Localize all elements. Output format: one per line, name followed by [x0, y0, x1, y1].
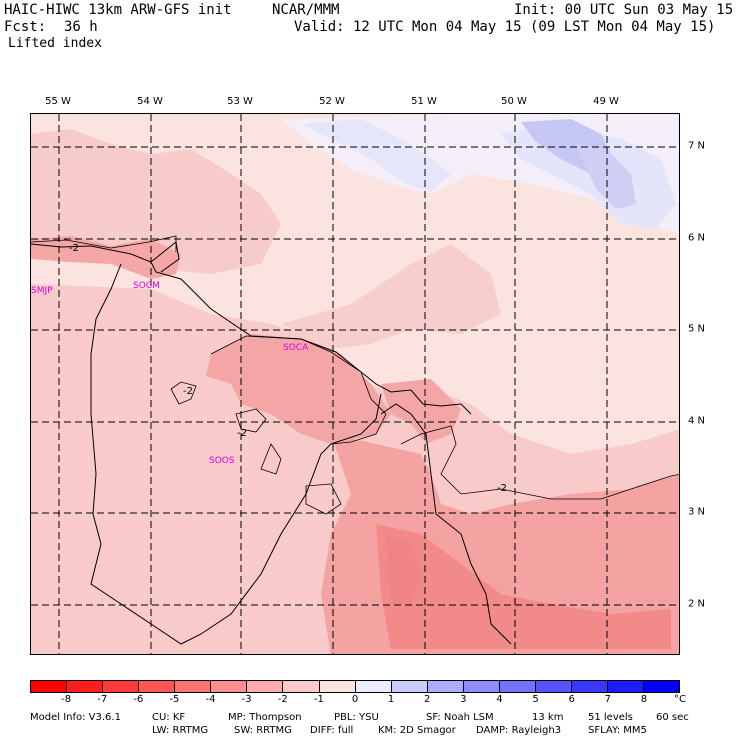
contour-label: -2 [237, 428, 247, 439]
footer-sflay: SFLAY: MM5 [588, 725, 647, 736]
colorbar-tick-label: 1 [387, 694, 395, 705]
colorbar-swatch [571, 681, 608, 692]
lat-label: 6 N [688, 232, 706, 244]
footer-mp: MP: Thompson [228, 712, 302, 723]
init-time: Init: 00 UTC Sun 03 May 15 [514, 2, 734, 18]
colorbar-swatch [31, 681, 68, 692]
colorbar-swatch [175, 681, 212, 692]
colorbar-tick-label: 5 [532, 694, 539, 705]
shade-minus1-region [31, 129, 281, 274]
forecast-label: Fcst: [4, 19, 47, 35]
footer-sf: SF: Noah LSM [426, 712, 494, 723]
colorbar-swatch [608, 681, 645, 692]
footer-resolution: 13 km [532, 712, 564, 723]
station-label: SOCM [133, 281, 160, 291]
colorbar-tick-label: -8 [61, 694, 72, 705]
lat-label: 4 N [688, 415, 706, 427]
colorbar-tick-label: 2 [424, 694, 431, 705]
lat-label: 7 N [688, 140, 706, 152]
lon-label: 55 W [45, 96, 71, 107]
lifted-index-map: -2 -2 -2 -2 SMJP SOCM SOCA SOOS [31, 114, 679, 654]
colorbar-tick-label: -6 [133, 694, 144, 705]
footer-levels: 51 levels [588, 712, 633, 723]
footer-diff: DIFF: full [310, 725, 354, 736]
footer-km: KM: 2D Smagor [378, 725, 456, 736]
footer-model-info: Model Info: V3.6.1 [30, 712, 121, 723]
colorbar-swatch [535, 681, 572, 692]
colorbar-swatch [139, 681, 176, 692]
coastline [31, 241, 512, 645]
colorbar-unit: °C [674, 694, 686, 705]
footer-cu: CU: KF [152, 712, 186, 723]
footer-sw: SW: RRTMG [234, 725, 292, 736]
contour-label: -2 [69, 243, 79, 254]
shade-minus3-region [376, 524, 671, 649]
colorbar-swatch [463, 681, 500, 692]
shade-blue-region [576, 144, 636, 209]
model-title: HAIC-HIWC 13km ARW-GFS init [4, 2, 232, 18]
org-label: NCAR/MMM [272, 2, 340, 18]
shade-minus1-region [281, 244, 501, 349]
station-label: SOCA [283, 343, 309, 353]
colorbar-tick-label: 3 [460, 694, 467, 705]
lon-label: 53 W [227, 96, 253, 107]
colorbar-swatch [67, 681, 104, 692]
lon-label: 49 W [593, 96, 619, 107]
lon-label: 52 W [319, 96, 345, 107]
station-label: SOOS [209, 456, 235, 466]
colorbar-tick-label: 4 [496, 694, 503, 705]
colorbar-swatch [355, 681, 392, 692]
lat-label: 5 N [688, 323, 706, 335]
contour-lines [31, 235, 679, 515]
field-name: Lifted index [8, 36, 102, 51]
colorbar-swatch [427, 681, 464, 692]
colorbar-tick-label: 7 [604, 694, 611, 705]
lat-label: 2 N [688, 598, 706, 610]
forecast-hour: 36 h [64, 19, 98, 35]
colorbar-swatch [391, 681, 428, 692]
contour-label: -2 [497, 483, 507, 494]
colorbar-tick-label: -3 [241, 694, 252, 705]
footer-lw: LW: RRTMG [152, 725, 209, 736]
footer-damp: DAMP: Rayleigh3 [476, 725, 562, 736]
footer-pbl: PBL: YSU [334, 712, 379, 723]
shade-minus3-region [386, 534, 421, 604]
lat-label: 3 N [688, 506, 706, 518]
lon-label: 50 W [501, 96, 527, 107]
station-label: SMJP [31, 286, 53, 296]
colorbar-tick-label: -5 [169, 694, 180, 705]
colorbar-swatch [211, 681, 248, 692]
colorbar-tick-label: -1 [313, 694, 324, 705]
graticule [31, 114, 679, 654]
valid-time: Valid: 12 UTC Mon 04 May 15 (09 LST Mon … [294, 19, 716, 35]
colorbar-tick-label: 6 [568, 694, 575, 705]
colorbar [30, 680, 680, 693]
map-panel: -2 -2 -2 -2 SMJP SOCM SOCA SOOS [30, 113, 680, 655]
contour-label: -2 [183, 386, 193, 397]
colorbar-tick-label: 0 [351, 694, 359, 705]
colorbar-swatch [499, 681, 536, 692]
colorbar-tick-label: -7 [97, 694, 108, 705]
footer-timestep: 60 sec [656, 712, 689, 723]
shade-minus2-region [381, 379, 461, 444]
colorbar-swatch [247, 681, 284, 692]
colorbar-swatch [103, 681, 140, 692]
colorbar-swatch [644, 681, 680, 692]
colorbar-tick-label: -4 [205, 694, 216, 705]
colorbar-tick-label: -2 [277, 694, 288, 705]
lon-label: 51 W [411, 96, 437, 107]
colorbar-swatch [319, 681, 356, 692]
shade-light-blue-region [301, 119, 451, 192]
colorbar-swatch [283, 681, 320, 692]
lon-label: 54 W [137, 96, 163, 107]
colorbar-tick-label: 8 [640, 694, 648, 705]
